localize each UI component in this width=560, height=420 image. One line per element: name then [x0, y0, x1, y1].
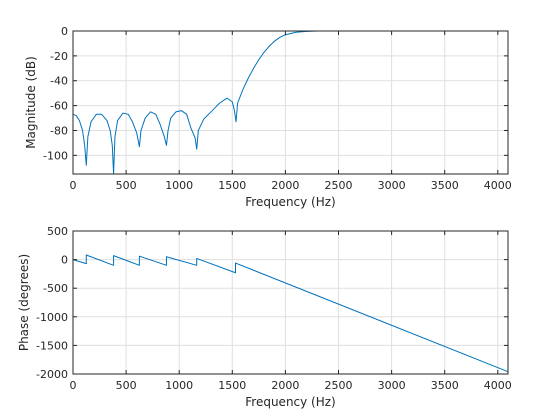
magnitude-ytick-label: -100: [43, 149, 68, 162]
magnitude-ytick-label: -40: [50, 75, 68, 88]
magnitude-xtick-label: 2000: [271, 179, 299, 192]
phase-series-line: [72, 254, 509, 373]
phase-xtick-label: 4000: [484, 379, 512, 392]
phase-axes-frame: [72, 230, 509, 375]
magnitude-xtick-label: 500: [116, 179, 137, 192]
phase-ylabel: Phase (degrees): [17, 254, 31, 351]
phase-xtick-label: 1500: [218, 379, 246, 392]
phase-xtick-label: 3500: [431, 379, 459, 392]
magnitude-xtick-label: 0: [70, 179, 77, 192]
phase-xtick-label: 500: [116, 379, 137, 392]
phase-xlabel: Frequency (Hz): [245, 395, 336, 409]
magnitude-ytick-label: -60: [50, 100, 68, 113]
phase-xtick-label: 0: [70, 379, 77, 392]
magnitude-xtick-label: 3500: [431, 179, 459, 192]
magnitude-xtick-label: 3000: [378, 179, 406, 192]
phase-ytick-label: -1500: [36, 339, 68, 352]
magnitude-ytick-label: 0: [61, 25, 68, 38]
magnitude-plot-area: [72, 30, 508, 175]
magnitude-ticks: 0 500 1000 1500 2000 2500 3000 3500 4000 0 -20 -40 -…: [43, 25, 512, 192]
magnitude-ytick-label: -20: [50, 50, 68, 63]
phase-xtick-label: 2000: [271, 379, 299, 392]
magnitude-series-line: [72, 30, 508, 175]
magnitude-xtick-label: 4000: [484, 179, 512, 192]
phase-ytick-label: -500: [43, 282, 68, 295]
phase-ytick-label: -2000: [36, 368, 68, 381]
phase-ytick-label: -1000: [36, 311, 68, 324]
magnitude-ytick-label: -80: [50, 124, 68, 137]
magnitude-axes: 0 500 1000 1500 2000 2500 3000 3500 4000 0 -20 -40 -…: [24, 25, 512, 209]
magnitude-axes-frame: [72, 30, 509, 175]
phase-ytick-label: 500: [47, 225, 68, 238]
magnitude-xtick-label: 1000: [165, 179, 193, 192]
phase-axes: 0 500 1000 1500 2000 2500 3000 3500 4000 500 0 -500…: [17, 225, 512, 409]
magnitude-xlabel: Frequency (Hz): [245, 195, 336, 209]
magnitude-ylabel: Magnitude (dB): [24, 56, 38, 149]
phase-ytick-label: 0: [61, 254, 68, 267]
phase-xtick-label: 1000: [165, 379, 193, 392]
phase-ticks: 0 500 1000 1500 2000 2500 3000 3500 4000 500 0 -500…: [36, 225, 512, 392]
phase-plot-area: [72, 254, 509, 373]
magnitude-xtick-label: 2500: [325, 179, 353, 192]
phase-xtick-label: 3000: [378, 379, 406, 392]
magnitude-xtick-label: 1500: [218, 179, 246, 192]
phase-xtick-label: 2500: [325, 379, 353, 392]
